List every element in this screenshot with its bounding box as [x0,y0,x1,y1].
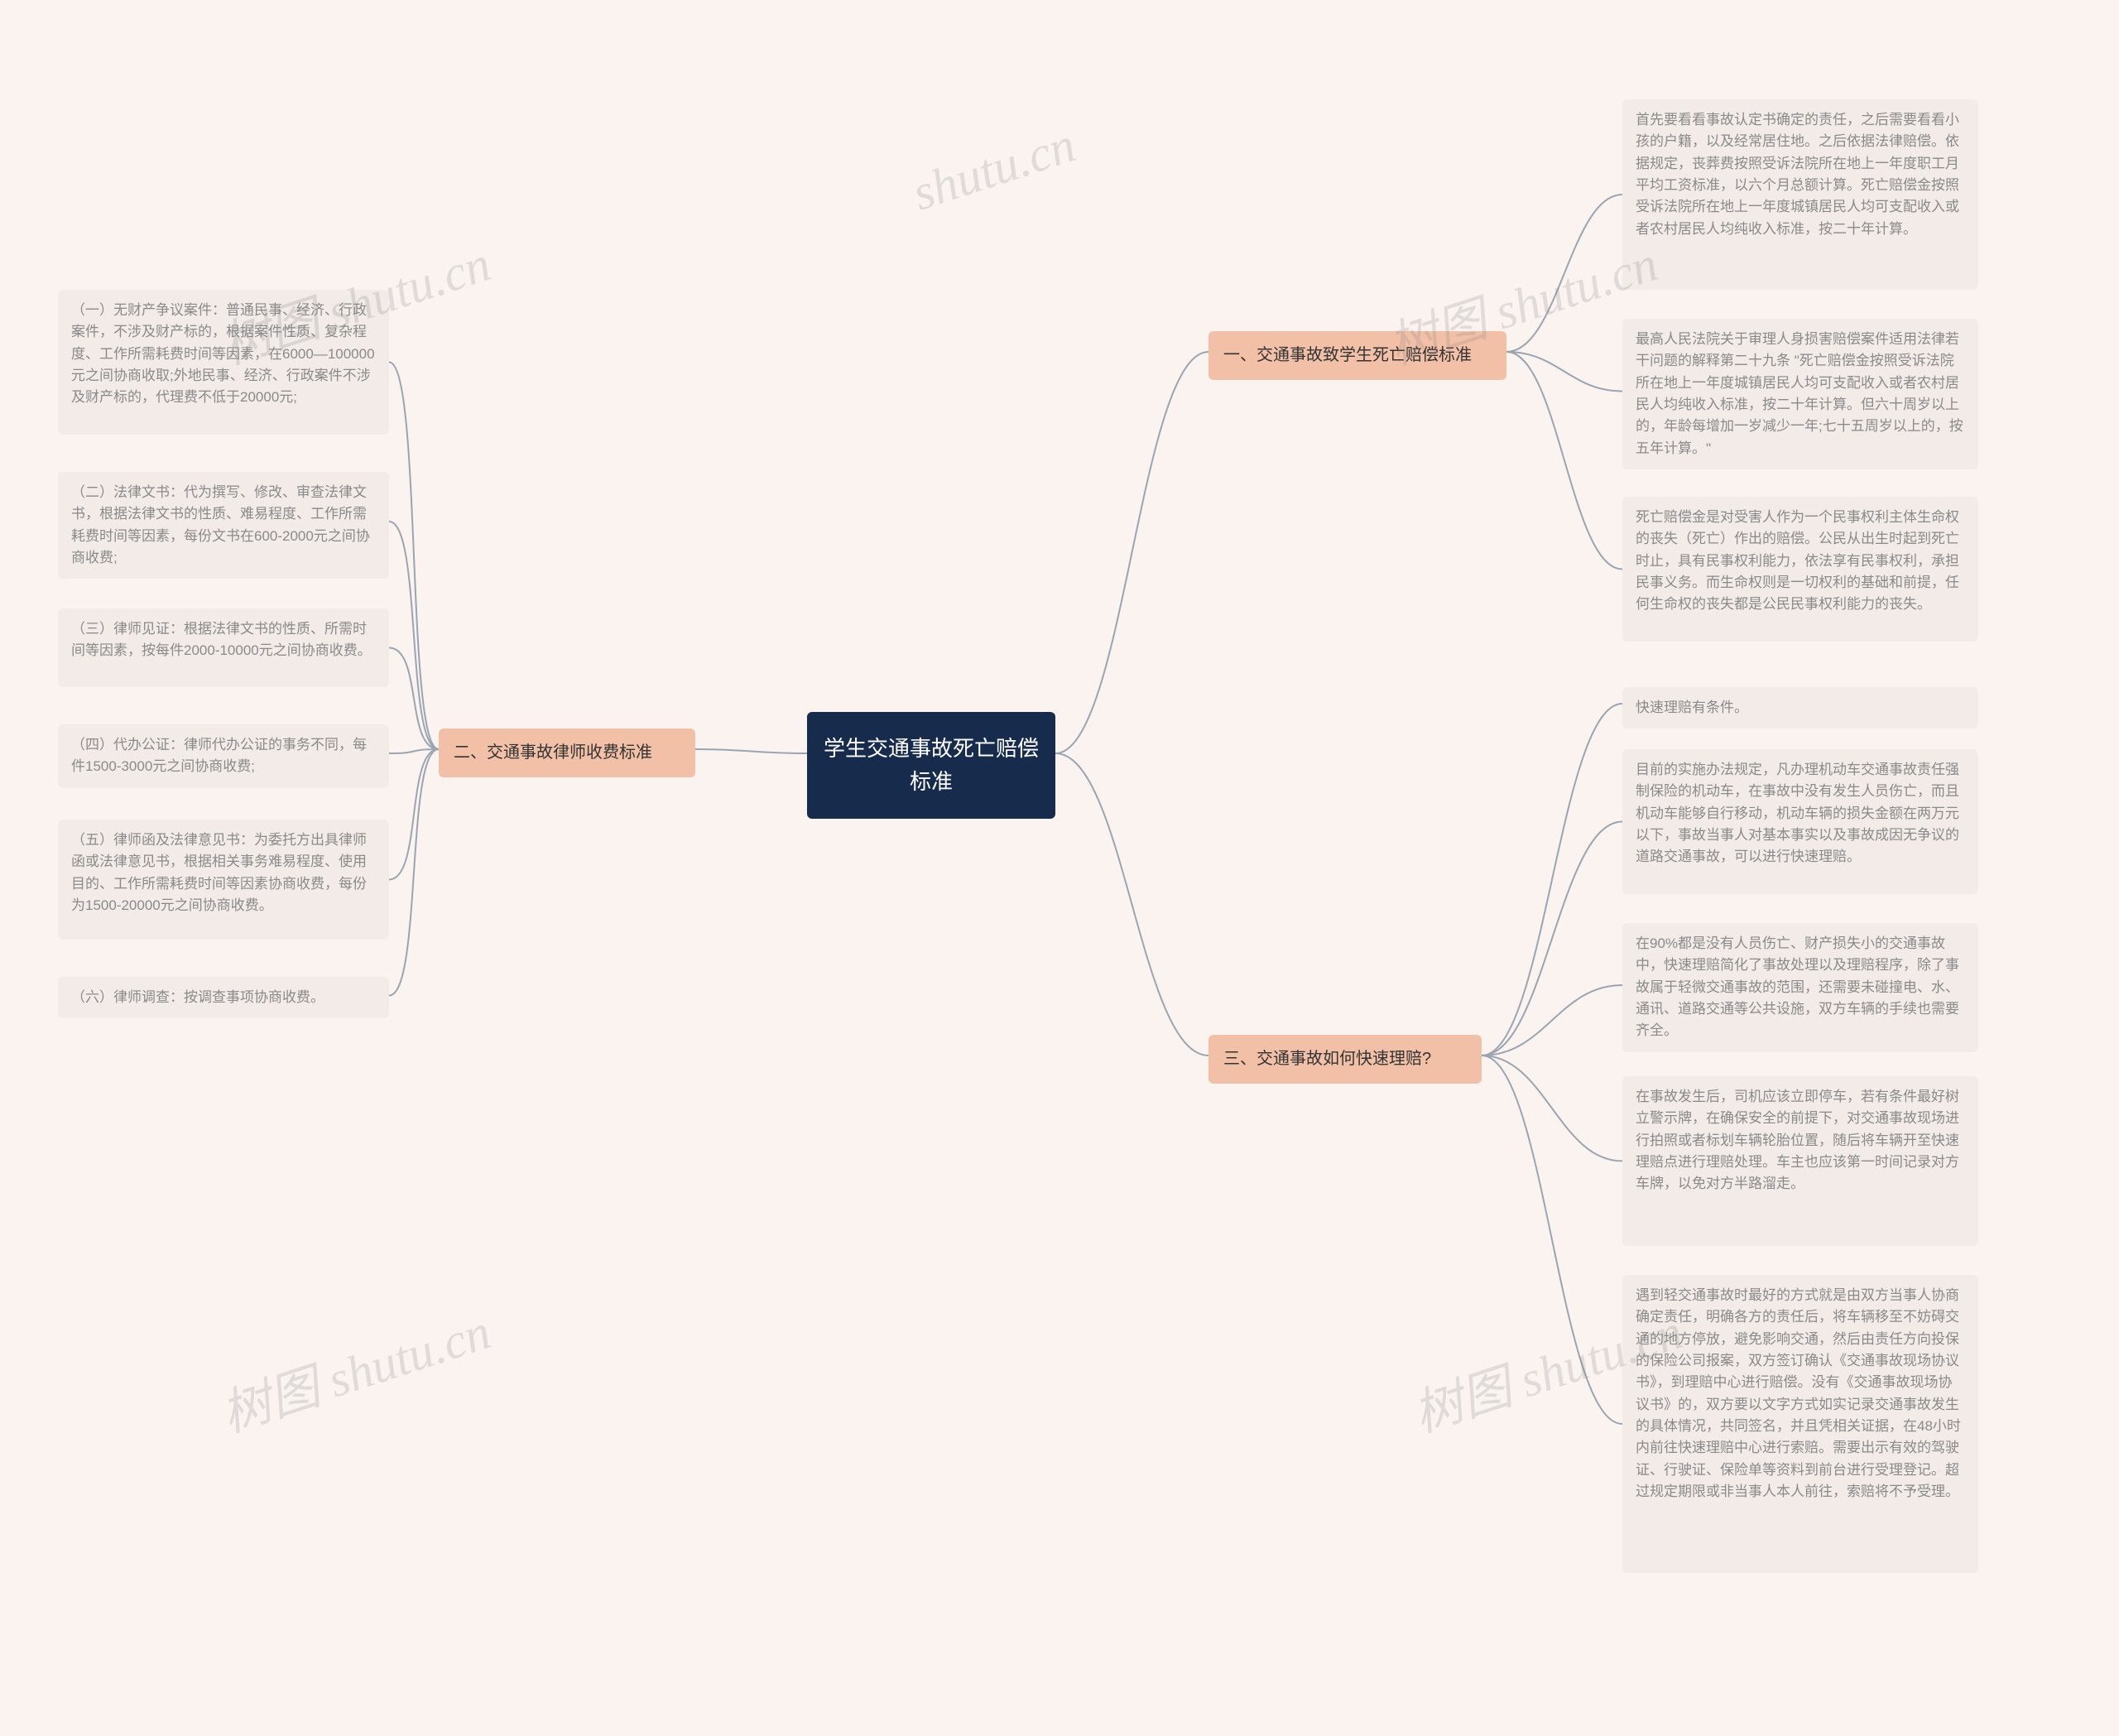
mindmap-leaf: 死亡赔偿金是对受害人作为一个民事权利主体生命权的丧失（死亡）作出的赔偿。公民从出… [1622,497,1978,642]
mindmap-leaf: （一）无财产争议案件：普通民事、经济、行政案件，不涉及财产标的，根据案件性质、复… [58,290,389,435]
mindmap-edge [389,749,439,753]
mindmap-branch: 一、交通事故致学生死亡赔偿标准 [1208,331,1506,380]
mindmap-edge [1482,1056,1622,1161]
mindmap-stage: 学生交通事故死亡赔偿标准 一、交通事故致学生死亡赔偿标准二、交通事故律师收费标准三… [0,0,2119,1736]
watermark: shutu.cn [906,117,1082,223]
mindmap-leaf: 在事故发生后，司机应该立即停车，若有条件最好树立警示牌，在确保安全的前提下，对交… [1622,1076,1978,1246]
mindmap-leaf: （六）律师调查：按调查事项协商收费。 [58,977,389,1018]
mindmap-edge [1482,704,1622,1056]
mindmap-edge [1482,822,1622,1056]
mindmap-leaf: 遇到轻交通事故时最好的方式就是由双方当事人协商确定责任，明确各方的责任后，将车辆… [1622,1275,1978,1573]
mindmap-edge [1506,352,1622,570]
mindmap-leaf: 快速理赔有条件。 [1622,687,1978,729]
mindmap-leaf: （四）代办公证：律师代办公证的事务不同，每件1500-3000元之间协商收费; [58,724,389,788]
watermark: 树图 shutu.cn [211,1291,498,1446]
mindmap-edge [1055,753,1208,1056]
mindmap-edge [1482,985,1622,1056]
mindmap-edge [389,363,439,750]
mindmap-edge [695,749,807,753]
mindmap-edge [389,648,439,750]
mindmap-leaf: 首先要看看事故认定书确定的责任，之后需要看看小孩的户籍，以及经常居住地。之后依据… [1622,99,1978,290]
mindmap-leaf: （二）法律文书：代为撰写、修改、审查法律文书，根据法律文书的性质、难易程度、工作… [58,472,389,579]
mindmap-edge [1506,352,1622,392]
mindmap-branch: 二、交通事故律师收费标准 [439,729,695,777]
mindmap-leaf: 最高人民法院关于审理人身损害赔偿案件适用法律若干问题的解释第二十九条 "死亡赔偿… [1622,319,1978,469]
mindmap-leaf: 在90%都是没有人员伤亡、财产损失小的交通事故中，快速理赔简化了事故处理以及理赔… [1622,923,1978,1052]
mindmap-edge [389,749,439,996]
mindmap-leaf: （五）律师函及法律意见书：为委托方出具律师函或法律意见书，根据相关事务难易程度、… [58,820,389,940]
mindmap-edge [1506,195,1622,352]
mindmap-leaf: 目前的实施办法规定，凡办理机动车交通事故责任强制保险的机动车，在事故中没有发生人… [1622,749,1978,894]
mindmap-edge [389,522,439,749]
mindmap-edge [1055,352,1208,753]
mindmap-edge [1482,1056,1622,1424]
mindmap-root: 学生交通事故死亡赔偿标准 [807,712,1055,819]
mindmap-edge [389,749,439,880]
mindmap-branch: 三、交通事故如何快速理赔? [1208,1035,1482,1084]
mindmap-leaf: （三）律师见证：根据法律文书的性质、所需时间等因素，按每件2000-10000元… [58,608,389,687]
